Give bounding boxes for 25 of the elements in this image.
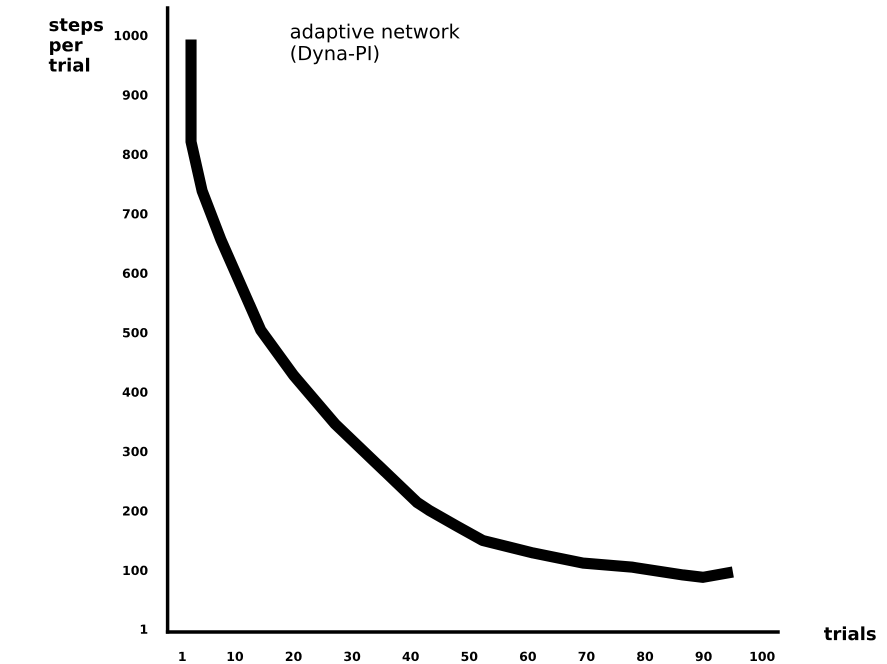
x-tick-label: 40: [402, 652, 419, 662]
y-tick-label: 1: [140, 624, 148, 634]
x-tick-label: 90: [696, 652, 712, 662]
y-tick-label: 500: [123, 328, 148, 338]
y-tick-label: 700: [122, 209, 148, 219]
x-tick-label: 1: [179, 652, 186, 661]
y-axis-title: steps per trial: [48, 18, 104, 72]
x-tick-label: 60: [520, 652, 536, 662]
y-tick-label: 800: [122, 150, 148, 160]
x-axis-title: trials: [824, 626, 876, 640]
y-tick-label: 200: [123, 506, 148, 516]
x-tick-label: 30: [344, 652, 360, 662]
x-tick-label: 50: [462, 652, 478, 662]
x-tick-label: 100: [750, 652, 775, 662]
y-tick-label: 900: [122, 90, 148, 100]
y-tick-label: 100: [123, 566, 148, 576]
x-tick-label: 10: [228, 652, 244, 662]
x-tick-label: 20: [286, 652, 302, 662]
text: adaptive network (Dyna-PI): [290, 24, 460, 64]
y-tick-label: 1000: [114, 30, 148, 40]
y-tick-label: 600: [122, 268, 148, 278]
x-tick-label: 70: [578, 652, 595, 662]
x-tick-label: 80: [637, 652, 654, 662]
y-tick-label: 300: [122, 446, 148, 456]
y-tick-label: 400: [122, 387, 148, 397]
